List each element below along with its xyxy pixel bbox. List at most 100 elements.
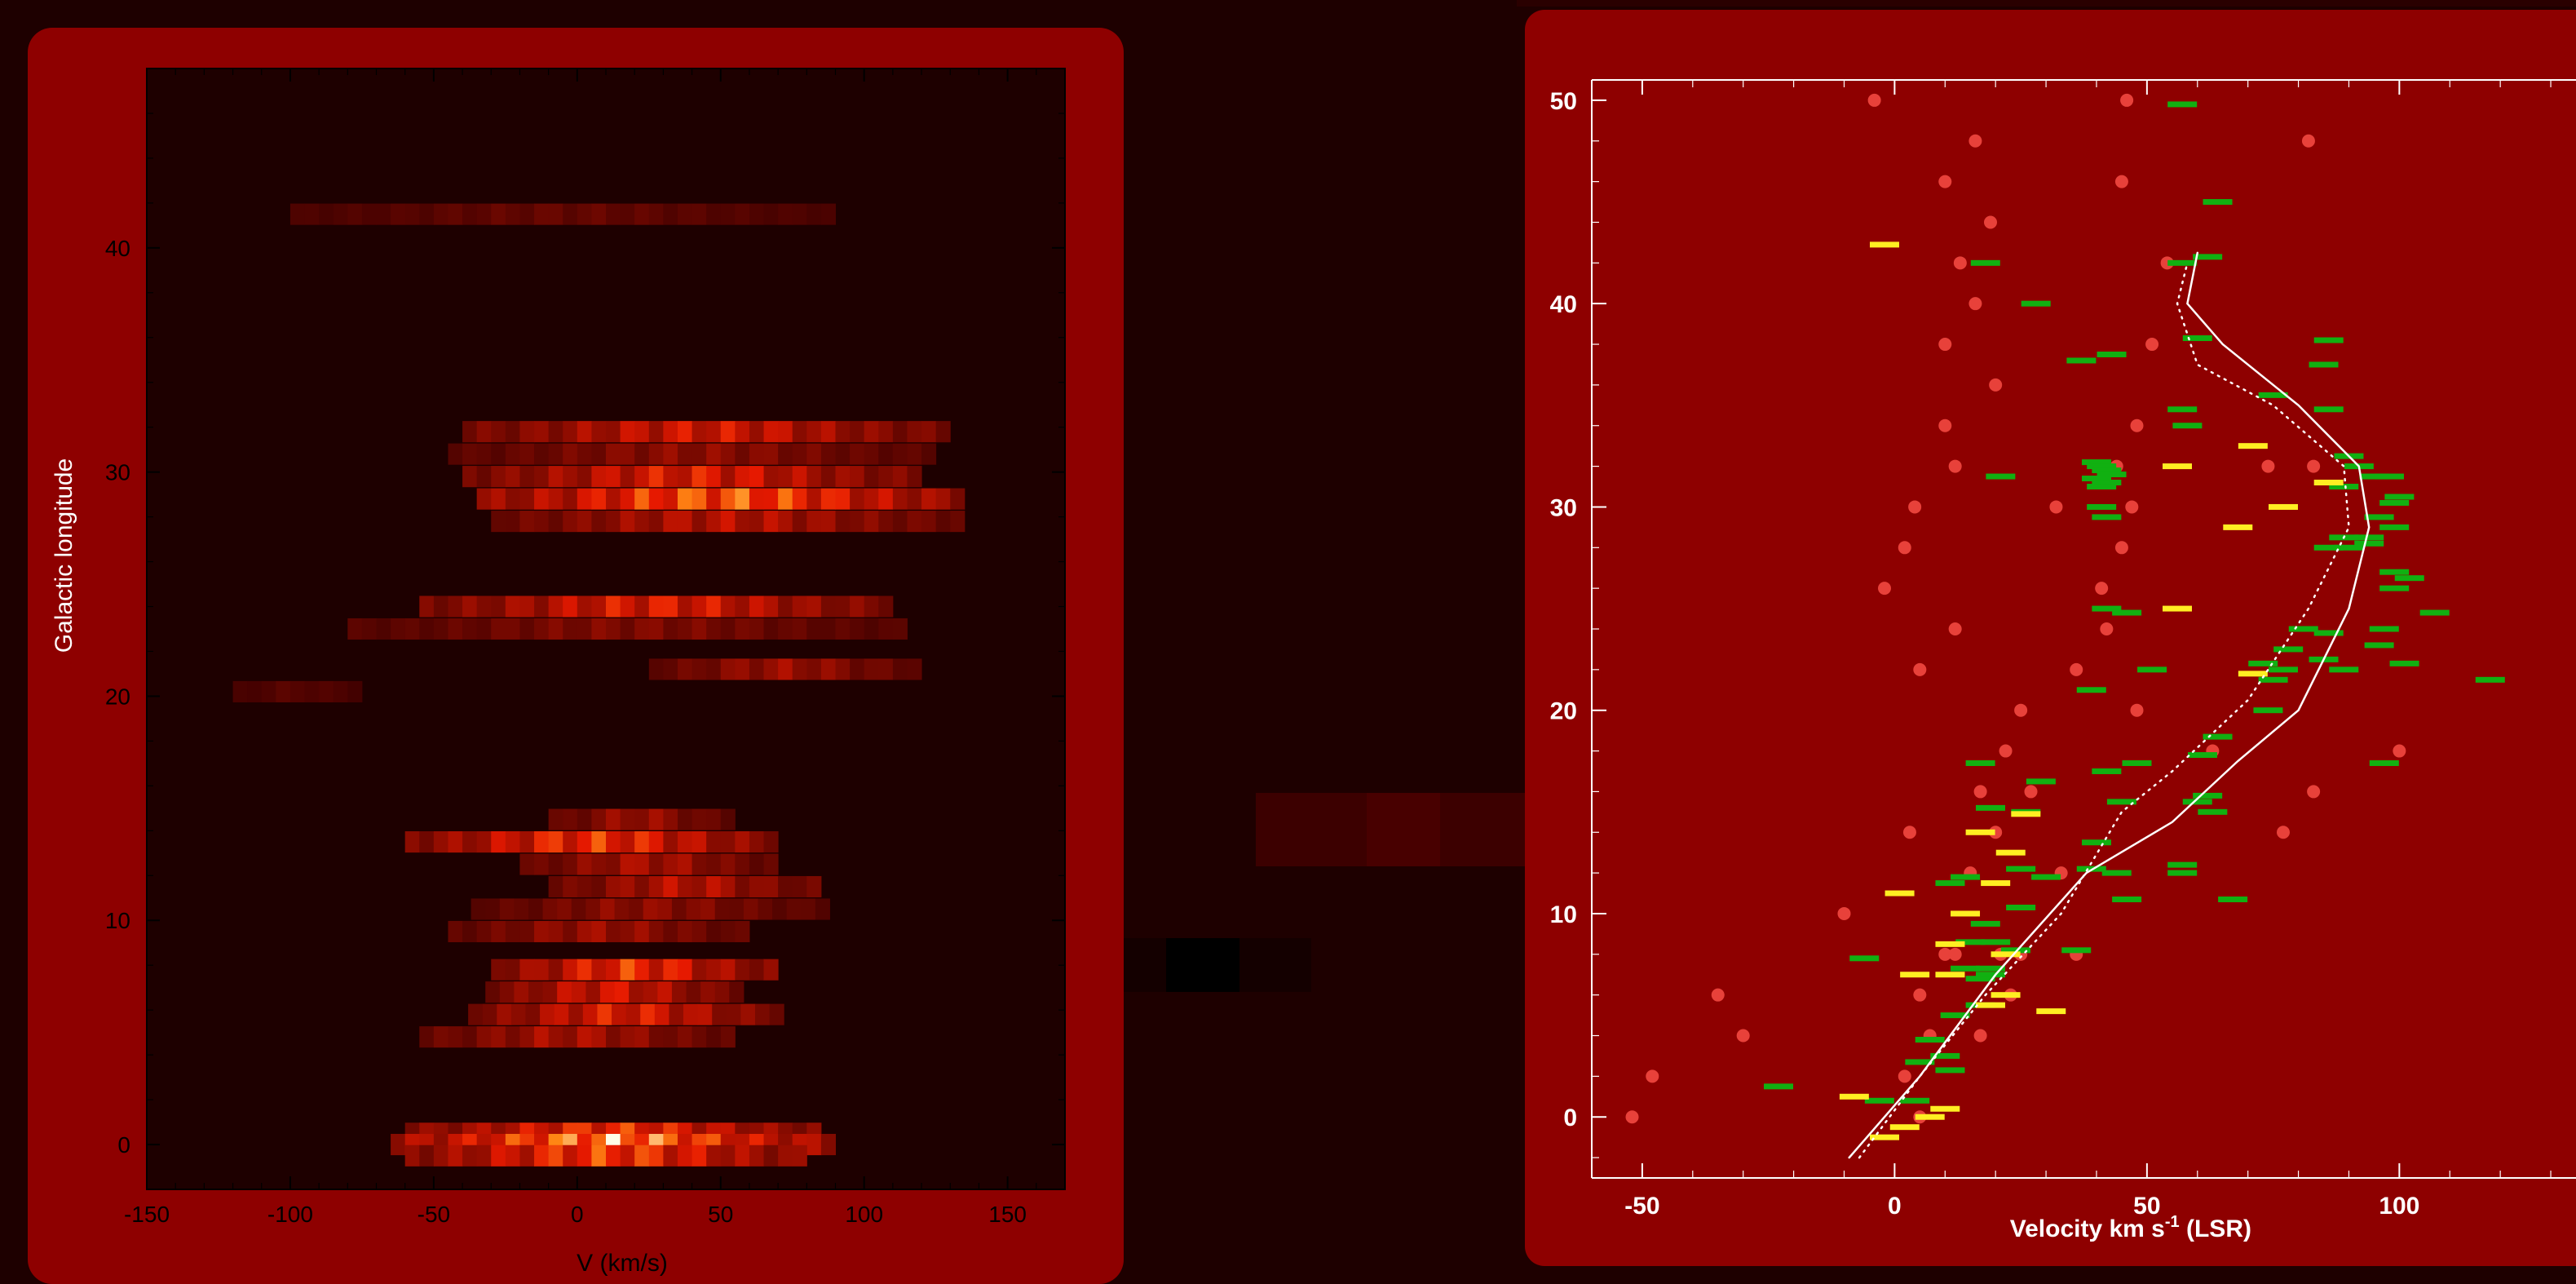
- heatmap-cell: [648, 831, 664, 853]
- heatmap-cell: [792, 658, 807, 680]
- heatmap-cell: [720, 853, 736, 875]
- heatmap-cell: [806, 443, 822, 465]
- heatmap-cell: [505, 421, 520, 443]
- green-dash: [2092, 605, 2122, 612]
- heatmap-cell: [419, 831, 435, 853]
- heatmap-cell: [691, 421, 707, 443]
- heatmap-cell: [663, 875, 678, 898]
- heatmap-cell: [648, 488, 664, 510]
- heatmap-cell: [462, 920, 478, 943]
- heatmap-cell: [634, 596, 650, 618]
- heatmap-cell: [648, 443, 664, 465]
- heatmap-cell: [606, 443, 621, 465]
- x-tick-label: -100: [267, 1202, 313, 1227]
- heatmap-cell: [548, 618, 563, 640]
- heatmap-cell: [540, 1003, 555, 1025]
- heatmap-cell: [361, 203, 377, 225]
- green-dash: [2374, 473, 2404, 480]
- green-dash: [2313, 544, 2344, 551]
- heatmap-cell: [289, 203, 306, 225]
- yellow-dash: [1991, 992, 2021, 998]
- heatmap-cell: [749, 959, 765, 981]
- heatmap-cell: [433, 203, 448, 225]
- heatmap-cell: [606, 511, 621, 533]
- green-dash: [2187, 752, 2217, 759]
- green-dash: [2081, 476, 2111, 482]
- green-dash: [2167, 861, 2198, 868]
- heatmap-cell: [557, 898, 572, 920]
- heatmap-cell: [735, 443, 750, 465]
- heatmap-cell: [663, 488, 678, 510]
- heatmap-cell: [677, 618, 693, 640]
- x-tick-label: 100: [845, 1202, 883, 1227]
- heatmap-cell: [557, 981, 572, 1003]
- heatmap-cell: [548, 466, 563, 488]
- heatmap-cell: [706, 959, 722, 981]
- heatmap-cell: [548, 488, 563, 510]
- heatmap-cell: [677, 488, 693, 510]
- heatmap-cell: [735, 920, 750, 943]
- heatmap-cell: [663, 203, 678, 225]
- red-dot: [1948, 459, 1962, 473]
- heatmap-cell: [835, 443, 851, 465]
- heatmap-cell: [514, 981, 529, 1003]
- heatmap-cell: [749, 466, 765, 488]
- heatmap-cell: [534, 488, 550, 510]
- heatmap-cell: [606, 831, 621, 853]
- heatmap-cell: [448, 443, 463, 465]
- heatmap-cell: [476, 203, 492, 225]
- heatmap-cell: [763, 421, 779, 443]
- heatmap-cell: [806, 1133, 822, 1156]
- heatmap-cell: [820, 596, 836, 618]
- heatmap-cell: [476, 421, 492, 443]
- green-dash: [2087, 503, 2117, 510]
- heatmap-cell: [433, 596, 448, 618]
- heatmap-cell: [591, 875, 607, 898]
- heatmap-cell: [820, 421, 836, 443]
- heatmap-cell: [542, 981, 558, 1003]
- heatmap-cell: [606, 920, 621, 943]
- red-dot: [1736, 1029, 1750, 1043]
- heatmap-cell: [563, 443, 578, 465]
- heatmap-band: [462, 421, 951, 443]
- heatmap-cell: [801, 898, 816, 920]
- heatmap-cell: [677, 421, 693, 443]
- green-dash: [2092, 768, 2122, 774]
- heatmap-cell: [548, 959, 563, 981]
- heatmap-cell: [706, 203, 722, 225]
- heatmap-cell: [677, 875, 693, 898]
- heatmap-cell: [505, 1026, 520, 1048]
- heatmap-band: [448, 443, 937, 465]
- heatmap-cell: [563, 808, 578, 830]
- heatmap-cell: [606, 875, 621, 898]
- heatmap-cell: [568, 1003, 584, 1025]
- y-tick-label: 40: [105, 236, 130, 261]
- heatmap-cell: [735, 959, 750, 981]
- green-dash: [1965, 976, 1995, 982]
- heatmap-cell: [433, 618, 448, 640]
- green-dash: [2167, 870, 2198, 876]
- x-axis-title: Velocity km s-1 (LSR): [2010, 1213, 2251, 1242]
- green-dash: [2081, 839, 2111, 846]
- heatmap-cell: [634, 920, 650, 943]
- red-dot: [2014, 703, 2028, 717]
- heatmap-cell: [907, 511, 922, 533]
- heatmap-cell: [749, 596, 765, 618]
- heatmap-cell: [614, 981, 630, 1003]
- y-tick-label: 30: [105, 460, 130, 485]
- green-dash: [2061, 947, 2092, 954]
- heatmap-cell: [554, 1003, 569, 1025]
- heatmap-cell: [620, 959, 635, 981]
- red-dot: [1902, 826, 1916, 839]
- heatmap-cell: [462, 618, 478, 640]
- red-dot: [1867, 93, 1881, 107]
- red-dot: [1913, 662, 1927, 676]
- heatmap-cell: [505, 959, 520, 981]
- heatmap-cell: [404, 203, 420, 225]
- heatmap-cell: [548, 831, 563, 853]
- heatmap-cell: [491, 1026, 506, 1048]
- heatmap-cell: [620, 1145, 635, 1167]
- heatmap-cell: [706, 488, 722, 510]
- heatmap-cell: [792, 1145, 807, 1167]
- heatmap-cell: [749, 203, 765, 225]
